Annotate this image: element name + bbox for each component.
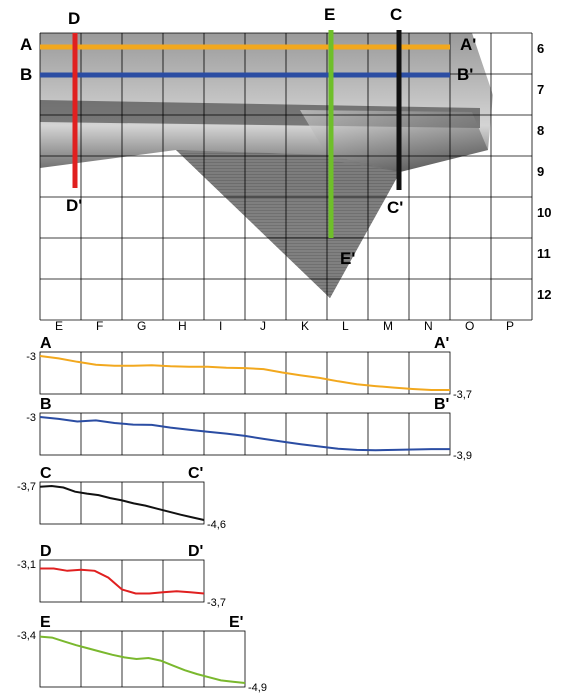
profile-line bbox=[39, 484, 205, 521]
profile-end-label: E' bbox=[229, 614, 243, 631]
profile-start-label: E bbox=[40, 614, 51, 631]
profile-panel: B B' -3 -3,9 bbox=[26, 396, 472, 462]
profile-bottom-value: -3,7 bbox=[453, 389, 472, 401]
column-label: M bbox=[383, 319, 393, 333]
profile-end-label: C' bbox=[188, 465, 203, 482]
label-e-end: E' bbox=[340, 249, 355, 268]
column-label: P bbox=[506, 319, 514, 333]
profile-end-label: D' bbox=[188, 543, 203, 560]
row-label: 7 bbox=[537, 82, 544, 97]
profile-end-label: A' bbox=[434, 335, 449, 352]
label-a-end: A' bbox=[460, 35, 476, 54]
label-d-end: D' bbox=[66, 196, 82, 215]
profile-top-value: -3,1 bbox=[17, 559, 36, 571]
label-a-start: A bbox=[20, 35, 32, 54]
row-label: 8 bbox=[537, 123, 544, 138]
profile-frame bbox=[39, 630, 246, 688]
row-label: 10 bbox=[537, 205, 551, 220]
profile-panel: C C' -3,7 -4,6 bbox=[17, 465, 226, 531]
profile-line bbox=[39, 416, 450, 452]
profile-start-label: B bbox=[40, 396, 52, 413]
profile-line bbox=[39, 635, 246, 684]
profile-bottom-value: -3,7 bbox=[207, 597, 226, 609]
profile-top-value: -3,7 bbox=[17, 481, 36, 493]
column-label: O bbox=[465, 319, 474, 333]
profile-top-value: -3,4 bbox=[17, 630, 36, 642]
column-label: N bbox=[424, 319, 433, 333]
section-lines bbox=[40, 30, 450, 238]
label-e-start: E bbox=[324, 5, 335, 24]
label-b-start: B bbox=[20, 65, 32, 84]
profile-panel: A A' -3 -3,7 bbox=[26, 335, 472, 401]
column-label: I bbox=[219, 319, 222, 333]
column-label: G bbox=[137, 319, 146, 333]
profile-bottom-value: -4,9 bbox=[248, 682, 267, 694]
row-label: 12 bbox=[537, 287, 551, 302]
profile-start-label: A bbox=[40, 335, 52, 352]
column-label: L bbox=[342, 319, 349, 333]
column-labels: E F G H I J K L M N O P bbox=[55, 319, 514, 333]
profile-line bbox=[40, 567, 205, 595]
section-labels: A A' B B' C C' D D' E E' bbox=[20, 5, 476, 268]
profile-bottom-value: -3,9 bbox=[453, 450, 472, 462]
label-c-start: C bbox=[390, 5, 402, 24]
row-label: 9 bbox=[537, 164, 544, 179]
profile-end-label: B' bbox=[434, 396, 449, 413]
row-label: 11 bbox=[537, 246, 551, 261]
row-label: 6 bbox=[537, 41, 544, 56]
profile-start-label: D bbox=[40, 543, 52, 560]
profile-start-label: C bbox=[40, 465, 52, 482]
label-c-end: C' bbox=[387, 198, 403, 217]
column-label: K bbox=[301, 319, 309, 333]
terrain-scan bbox=[40, 33, 493, 298]
profile-top-value: -3 bbox=[26, 412, 36, 424]
label-b-end: B' bbox=[457, 65, 473, 84]
column-label: F bbox=[96, 319, 103, 333]
row-labels: 6 7 8 9 10 11 12 bbox=[537, 41, 551, 302]
map-grid bbox=[39, 32, 533, 321]
profile-panel: D D' -3,1 -3,7 bbox=[17, 543, 226, 609]
column-label: J bbox=[260, 319, 266, 333]
column-label: E bbox=[55, 319, 63, 333]
label-d-start: D bbox=[68, 9, 80, 28]
profile-line bbox=[39, 355, 450, 391]
profile-panel: E E' -3,4 -4,9 bbox=[17, 614, 267, 694]
column-label: H bbox=[178, 319, 187, 333]
profile-top-value: -3 bbox=[26, 351, 36, 363]
profile-panels: A A' -3 -3,7 B B' -3 -3,9 C C' -3,7 -4,6 D D' -3,1 -3,7… bbox=[17, 335, 472, 694]
profile-bottom-value: -4,6 bbox=[207, 519, 226, 531]
